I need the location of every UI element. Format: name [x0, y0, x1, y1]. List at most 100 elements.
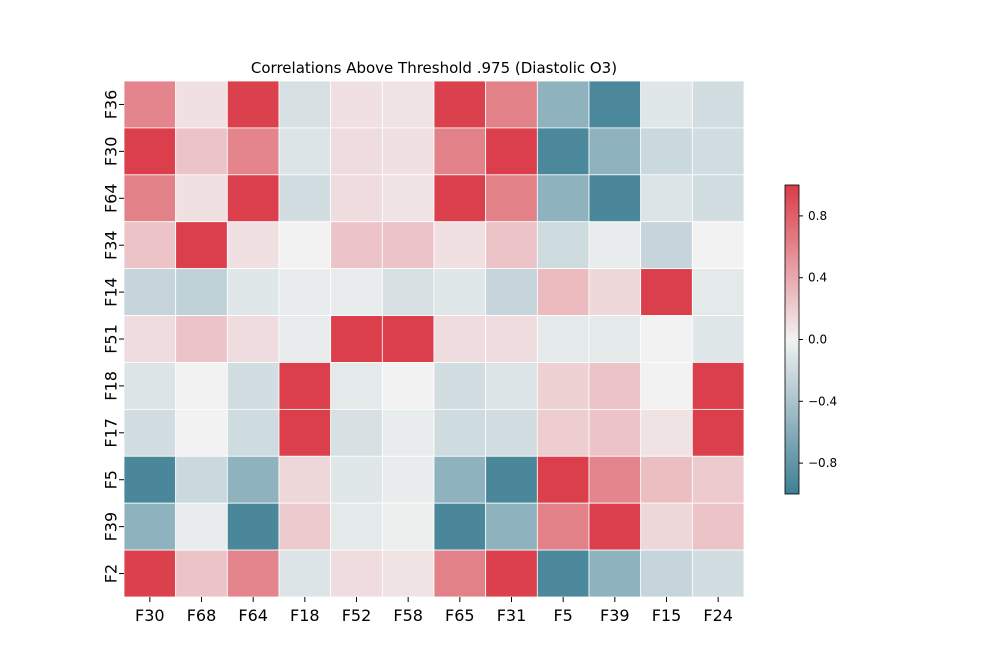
heatmap-cell-F5-F68 — [175, 455, 228, 504]
chart-title: Correlations Above Threshold .975 (Diast… — [251, 59, 617, 77]
heatmap-cell-F2-F39 — [588, 549, 642, 598]
heatmap-cell-F18-F24 — [691, 362, 745, 410]
heatmap-cell-F14-F31 — [485, 268, 538, 316]
heatmap-cell-F2-F52 — [330, 549, 383, 598]
heatmap-cell-F64-F65 — [433, 174, 487, 223]
heatmap-cell-F18-F58 — [381, 362, 435, 410]
heatmap-cell-F17-F68 — [175, 408, 228, 457]
heatmap-cell-F36-F58 — [381, 80, 435, 129]
y-tick-label: F39 — [102, 512, 121, 542]
heatmap-cell-F34-F65 — [433, 221, 487, 270]
heatmap-cell-F34-F15 — [640, 221, 693, 270]
heatmap-cell-F30-F24 — [691, 127, 745, 176]
colorbar: 0.8 0.4 0.0 −0.4 −0.8 — [784, 184, 837, 495]
heatmap-cell-F5-F64 — [226, 455, 280, 504]
y-tick-label: F17 — [102, 418, 121, 448]
x-tick-label: F52 — [342, 606, 372, 625]
heatmap-cell-F34-F30 — [123, 221, 177, 270]
heatmap-cell-F51-F65 — [433, 315, 487, 363]
heatmap-cell-F5-F31 — [485, 455, 538, 504]
heatmap-cell-F17-F64 — [226, 408, 280, 457]
heatmap-cell-F2-F18 — [278, 549, 332, 598]
heatmap-cell-F2-F31 — [485, 549, 538, 598]
heatmap-cell-F5-F30 — [123, 455, 177, 504]
heatmap-cell-F17-F31 — [485, 408, 538, 457]
colorbar-gradient — [784, 184, 800, 495]
x-tick-label: F18 — [290, 606, 320, 625]
colorbar-tick-label: −0.8 — [808, 456, 837, 470]
heatmap-cell-F39-F5 — [536, 502, 590, 551]
heatmap-cell-F30-F52 — [330, 127, 383, 176]
heatmap-cell-F17-F15 — [640, 408, 693, 457]
heatmap-cell-F5-F5 — [536, 455, 590, 504]
heatmap-cell-F64-F68 — [175, 174, 228, 223]
heatmap-cell-F18-F18 — [278, 362, 332, 410]
y-tick-label: F18 — [102, 371, 121, 401]
heatmap-cell-F39-F65 — [433, 502, 487, 551]
heatmap-cell-F5-F52 — [330, 455, 383, 504]
heatmap-cell-F14-F58 — [381, 268, 435, 316]
x-tick-label: F68 — [187, 606, 217, 625]
heatmap-cell-F14-F68 — [175, 268, 228, 316]
heatmap-cell-F30-F31 — [485, 127, 538, 176]
heatmap-cell-F34-F52 — [330, 221, 383, 270]
heatmap-cell-F36-F31 — [485, 80, 538, 129]
heatmap-cell-F36-F15 — [640, 80, 693, 129]
heatmap-cell-F51-F68 — [175, 315, 228, 363]
heatmap-cell-F39-F64 — [226, 502, 280, 551]
heatmap-cell-F64-F5 — [536, 174, 590, 223]
heatmap-cell-F34-F68 — [175, 221, 228, 270]
x-tick-label: F39 — [600, 606, 630, 625]
heatmap-cell-F36-F68 — [175, 80, 228, 129]
heatmap-cell-F18-F68 — [175, 362, 228, 410]
x-tick-label: F64 — [238, 606, 268, 625]
heatmap-cell-F64-F52 — [330, 174, 383, 223]
y-axis: F36 F30 F64 F34 F14 F51 F18 F17 F5 F39 F2 — [102, 90, 124, 583]
heatmap-cell-F18-F39 — [588, 362, 642, 410]
heatmap-cell-F39-F58 — [381, 502, 435, 551]
heatmap-cell-F36-F65 — [433, 80, 487, 129]
heatmap-cell-F5-F65 — [433, 455, 487, 504]
heatmap-cell-F30-F39 — [588, 127, 642, 176]
heatmap-cell-F34-F39 — [588, 221, 642, 270]
heatmap-cell-F2-F65 — [433, 549, 487, 598]
heatmap-cell-F30-F5 — [536, 127, 590, 176]
heatmap-cell-F14-F39 — [588, 268, 642, 316]
heatmap-cell-F17-F65 — [433, 408, 487, 457]
heatmap-cell-F36-F24 — [691, 80, 745, 129]
heatmap-cell-F14-F18 — [278, 268, 332, 316]
heatmap-cell-F39-F31 — [485, 502, 538, 551]
heatmap-cell-F51-F52 — [330, 315, 383, 363]
y-tick-label: F14 — [102, 277, 121, 307]
heatmap-cell-F36-F39 — [588, 80, 642, 129]
heatmap-cell-F64-F15 — [640, 174, 693, 223]
heatmap-cell-F30-F65 — [433, 127, 487, 176]
heatmap-cell-F17-F30 — [123, 408, 177, 457]
heatmap-cell-F51-F30 — [123, 315, 177, 363]
heatmap-cell-F5-F24 — [691, 455, 745, 504]
y-tick-label: F34 — [102, 230, 121, 260]
heatmap-cell-F14-F65 — [433, 268, 487, 316]
colorbar-tick-label: −0.4 — [808, 394, 837, 408]
heatmap-cell-F5-F15 — [640, 455, 693, 504]
x-tick-label: F15 — [652, 606, 682, 625]
heatmap-cell-F2-F24 — [691, 549, 745, 598]
heatmap-cell-F5-F58 — [381, 455, 435, 504]
heatmap-cell-F51-F64 — [226, 315, 280, 363]
heatmap-cell-F18-F64 — [226, 362, 280, 410]
heatmap-cell-F34-F31 — [485, 221, 538, 270]
colorbar-tick-label: 0.8 — [808, 209, 827, 223]
x-tick-label: F24 — [703, 606, 733, 625]
heatmap-cell-F39-F15 — [640, 502, 693, 551]
x-tick-label: F58 — [393, 606, 423, 625]
heatmap-cell-F17-F5 — [536, 408, 590, 457]
heatmap-cell-F34-F58 — [381, 221, 435, 270]
x-tick-label: F65 — [445, 606, 475, 625]
heatmap-cell-F64-F39 — [588, 174, 642, 223]
heatmap-cell-F64-F18 — [278, 174, 332, 223]
heatmap-cell-F34-F24 — [691, 221, 745, 270]
heatmap-cell-F30-F68 — [175, 127, 228, 176]
heatmap-cell-F51-F18 — [278, 315, 332, 363]
heatmap-cell-F2-F68 — [175, 549, 228, 598]
heatmap-cell-F51-F24 — [691, 315, 745, 363]
